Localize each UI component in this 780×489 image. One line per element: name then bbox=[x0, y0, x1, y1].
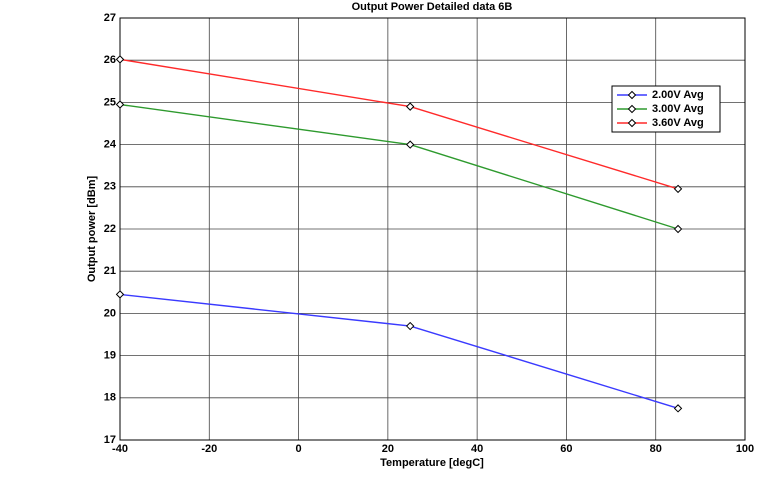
marker bbox=[673, 404, 683, 413]
marker bbox=[115, 100, 125, 109]
y-tick-label: 21 bbox=[104, 265, 116, 277]
y-tick-label: 17 bbox=[104, 434, 116, 446]
x-tick-label: 40 bbox=[471, 443, 483, 455]
series-line bbox=[119, 293, 679, 410]
chart-title: Output Power Detailed data 6B bbox=[352, 1, 513, 13]
x-tick-label: -20 bbox=[201, 443, 217, 455]
marker bbox=[405, 140, 415, 149]
legend-label: 3.00V Avg bbox=[652, 103, 704, 115]
y-tick-label: 18 bbox=[104, 392, 116, 404]
y-tick-label: 24 bbox=[104, 139, 117, 151]
legend-marker bbox=[627, 104, 637, 114]
y-tick-label: 23 bbox=[104, 181, 116, 193]
y-tick-label: 20 bbox=[104, 307, 116, 319]
x-tick-label: 60 bbox=[560, 443, 572, 455]
x-tick-label: 100 bbox=[736, 443, 754, 455]
marker bbox=[673, 184, 683, 194]
legend-marker bbox=[627, 118, 637, 128]
marker bbox=[115, 55, 125, 64]
y-tick-label: 26 bbox=[104, 54, 116, 66]
x-tick-label: 20 bbox=[382, 443, 394, 455]
plot-frame bbox=[119, 17, 746, 441]
marker bbox=[405, 102, 415, 111]
y-tick-label: 25 bbox=[104, 96, 116, 108]
x-tick-label: 0 bbox=[296, 443, 302, 455]
x-tick-label: 80 bbox=[650, 443, 662, 455]
y-axis-label: Output power [dBm] bbox=[86, 176, 98, 283]
series-line bbox=[119, 103, 679, 230]
marker bbox=[115, 290, 125, 299]
x-axis-label: Temperature [degC] bbox=[380, 457, 484, 469]
marker bbox=[673, 224, 683, 234]
x-tick-label: -40 bbox=[112, 443, 128, 455]
marker bbox=[405, 321, 415, 331]
legend-label: 3.60V Avg bbox=[652, 117, 704, 129]
y-tick-label: 27 bbox=[104, 12, 116, 24]
series-line bbox=[119, 58, 679, 190]
legend-marker bbox=[627, 90, 637, 100]
legend-label: 2.00V Avg bbox=[652, 89, 704, 101]
y-tick-label: 19 bbox=[104, 350, 116, 362]
y-tick-label: 22 bbox=[104, 223, 116, 235]
